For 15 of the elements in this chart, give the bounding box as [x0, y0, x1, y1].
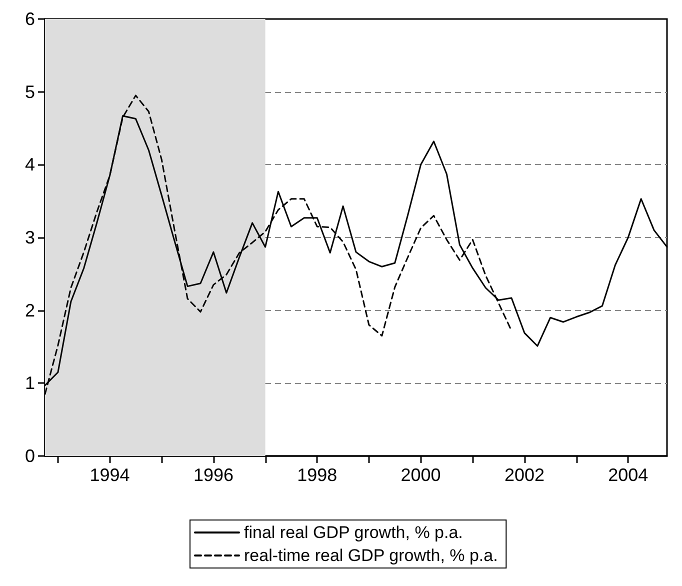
x-tick-label: 1994 [90, 465, 130, 485]
y-tick-label: 2 [24, 300, 35, 320]
y-tick-label: 5 [24, 82, 35, 102]
legend-label: final real GDP growth, % p.a. [244, 523, 463, 542]
x-tick-label: 2002 [504, 465, 544, 485]
y-tick-label: 0 [24, 446, 35, 466]
x-tick-label: 1996 [193, 465, 234, 485]
legend-label: real-time real GDP growth, % p.a. [244, 546, 498, 565]
x-tick-label: 1998 [297, 465, 338, 485]
y-tick-label: 6 [24, 9, 35, 29]
x-tick-label: 2004 [608, 465, 648, 485]
x-tick-label: 2000 [400, 465, 441, 485]
y-tick-label: 3 [24, 228, 35, 248]
y-tick-label: 4 [24, 154, 35, 175]
y-tick-label: 1 [24, 373, 35, 394]
